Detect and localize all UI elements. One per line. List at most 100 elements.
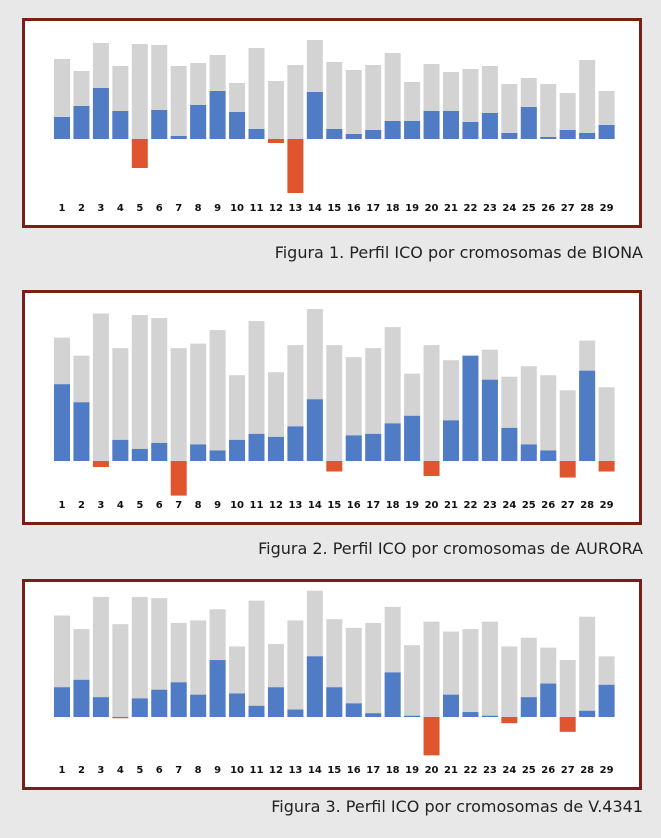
ico-bar-18	[384, 121, 401, 139]
ico-bar-12	[267, 139, 284, 143]
x-tick-label: 1	[59, 765, 66, 776]
x-tick-label: 27	[561, 203, 575, 214]
x-tick-label: 20	[425, 203, 439, 214]
ico-bar-1	[54, 384, 70, 461]
ico-bar-6	[151, 689, 168, 717]
total-bar-23	[481, 621, 498, 717]
ico-bar-20	[423, 461, 440, 477]
ico-bar-13	[287, 426, 304, 461]
total-bar-27	[559, 390, 576, 461]
ico-bar-14	[306, 656, 323, 717]
x-tick-label: 3	[97, 765, 104, 776]
ico-bar-15	[326, 461, 343, 472]
total-bar-10	[229, 375, 246, 461]
ico-bar-9	[209, 660, 226, 717]
ico-bar-3	[92, 88, 109, 139]
total-bar-11	[248, 600, 265, 717]
total-bar-15	[326, 345, 343, 461]
ico-bar-29	[598, 684, 615, 717]
ico-bar-17	[365, 130, 382, 139]
x-tick-label: 15	[327, 500, 341, 511]
ico-bar-27	[559, 717, 576, 732]
ico-bar-15	[326, 129, 343, 139]
ico-bar-11	[248, 129, 265, 139]
total-bar-16	[345, 357, 362, 461]
ico-bar-4	[112, 111, 129, 139]
ico-bar-29	[598, 461, 615, 472]
chart-panel-biona: 1 2 3 4 5 6 7 8 9 10 11 12 13 14 15 16 17 18 19 20 21 22 23 24 2…	[22, 18, 642, 228]
total-bar-25	[520, 366, 537, 461]
ico-bar-25	[520, 444, 537, 461]
x-tick-label: 25	[522, 765, 536, 776]
total-bar-13	[287, 65, 304, 139]
caption-biona: Figura 1. Perfil ICO por cromosomas de B…	[274, 243, 643, 262]
ico-bar-7	[170, 682, 187, 717]
x-tick-label: 7	[175, 500, 182, 511]
ico-bar-19	[404, 715, 421, 717]
ico-bar-20	[423, 717, 440, 756]
ico-bar-14	[306, 399, 323, 461]
ico-bar-3	[92, 461, 109, 468]
x-tick-label: 5	[136, 765, 143, 776]
x-tick-label: 7	[175, 203, 182, 214]
x-tick-label: 18	[386, 500, 400, 511]
x-tick-label: 12	[269, 203, 283, 214]
ico-bar-8	[190, 694, 207, 717]
ico-bar-26	[540, 450, 557, 461]
ico-bar-26	[540, 683, 557, 717]
ico-bar-24	[501, 133, 518, 139]
chart-aurora: 1 2 3 4 5 6 7 8 9 10 11 12 13 14 15 16 17 18 19 20 21 22 23 24 2…	[54, 309, 615, 511]
ico-bar-22	[462, 712, 479, 717]
x-tick-label: 12	[269, 765, 283, 776]
x-tick-label: 9	[214, 765, 221, 776]
x-tick-label: 27	[561, 500, 575, 511]
x-tick-label: 26	[541, 203, 555, 214]
x-tick-label: 4	[117, 203, 124, 214]
x-tick-label: 26	[541, 500, 555, 511]
ico-bar-25	[520, 697, 537, 717]
caption-v4341: Figura 3. Perfil ICO por cromosomas de V…	[271, 797, 643, 816]
ico-bar-10	[229, 112, 246, 139]
ico-bar-18	[384, 672, 401, 717]
x-tick-label: 2	[78, 203, 85, 214]
x-tick-label: 13	[288, 500, 302, 511]
x-tick-label: 23	[483, 765, 497, 776]
x-tick-label: 24	[502, 765, 516, 776]
total-bar-4	[112, 348, 129, 461]
x-tick-label: 25	[522, 500, 536, 511]
x-tick-label: 24	[502, 500, 516, 511]
ico-bar-7	[170, 461, 187, 496]
total-bar-17	[365, 65, 382, 139]
x-tick-label: 22	[463, 500, 477, 511]
total-bar-22	[462, 69, 479, 139]
ico-bar-9	[209, 91, 226, 139]
x-tick-label: 21	[444, 765, 458, 776]
x-tick-label: 16	[347, 203, 361, 214]
ico-bar-17	[365, 713, 382, 717]
x-tick-label: 26	[541, 765, 555, 776]
ico-bar-4	[112, 439, 129, 461]
ico-bar-28	[579, 710, 596, 717]
x-tick-label: 17	[366, 765, 380, 776]
x-tick-label: 13	[288, 765, 302, 776]
ico-bar-6	[151, 442, 168, 461]
ico-bar-6	[151, 110, 168, 139]
ico-bar-14	[306, 92, 323, 139]
x-tick-label: 8	[195, 765, 202, 776]
total-bar-16	[345, 627, 362, 717]
x-tick-label: 28	[580, 203, 594, 214]
chart-v4341: 1 2 3 4 5 6 7 8 9 10 11 12 13 14 15 16 17 18 19 20 21 22 23 24 2…	[54, 590, 615, 776]
total-bar-18	[384, 53, 401, 139]
x-tick-label: 15	[327, 203, 341, 214]
total-bar-24	[501, 84, 518, 139]
ico-bar-1	[54, 687, 70, 717]
ico-bar-8	[190, 105, 207, 139]
ico-bar-29	[598, 125, 615, 139]
ico-bar-26	[540, 137, 557, 139]
x-tick-label: 7	[175, 765, 182, 776]
x-tick-label: 22	[463, 765, 477, 776]
x-tick-label: 14	[308, 203, 322, 214]
ico-bar-11	[248, 705, 265, 717]
ico-bar-23	[481, 715, 498, 717]
ico-bar-2	[73, 106, 90, 139]
